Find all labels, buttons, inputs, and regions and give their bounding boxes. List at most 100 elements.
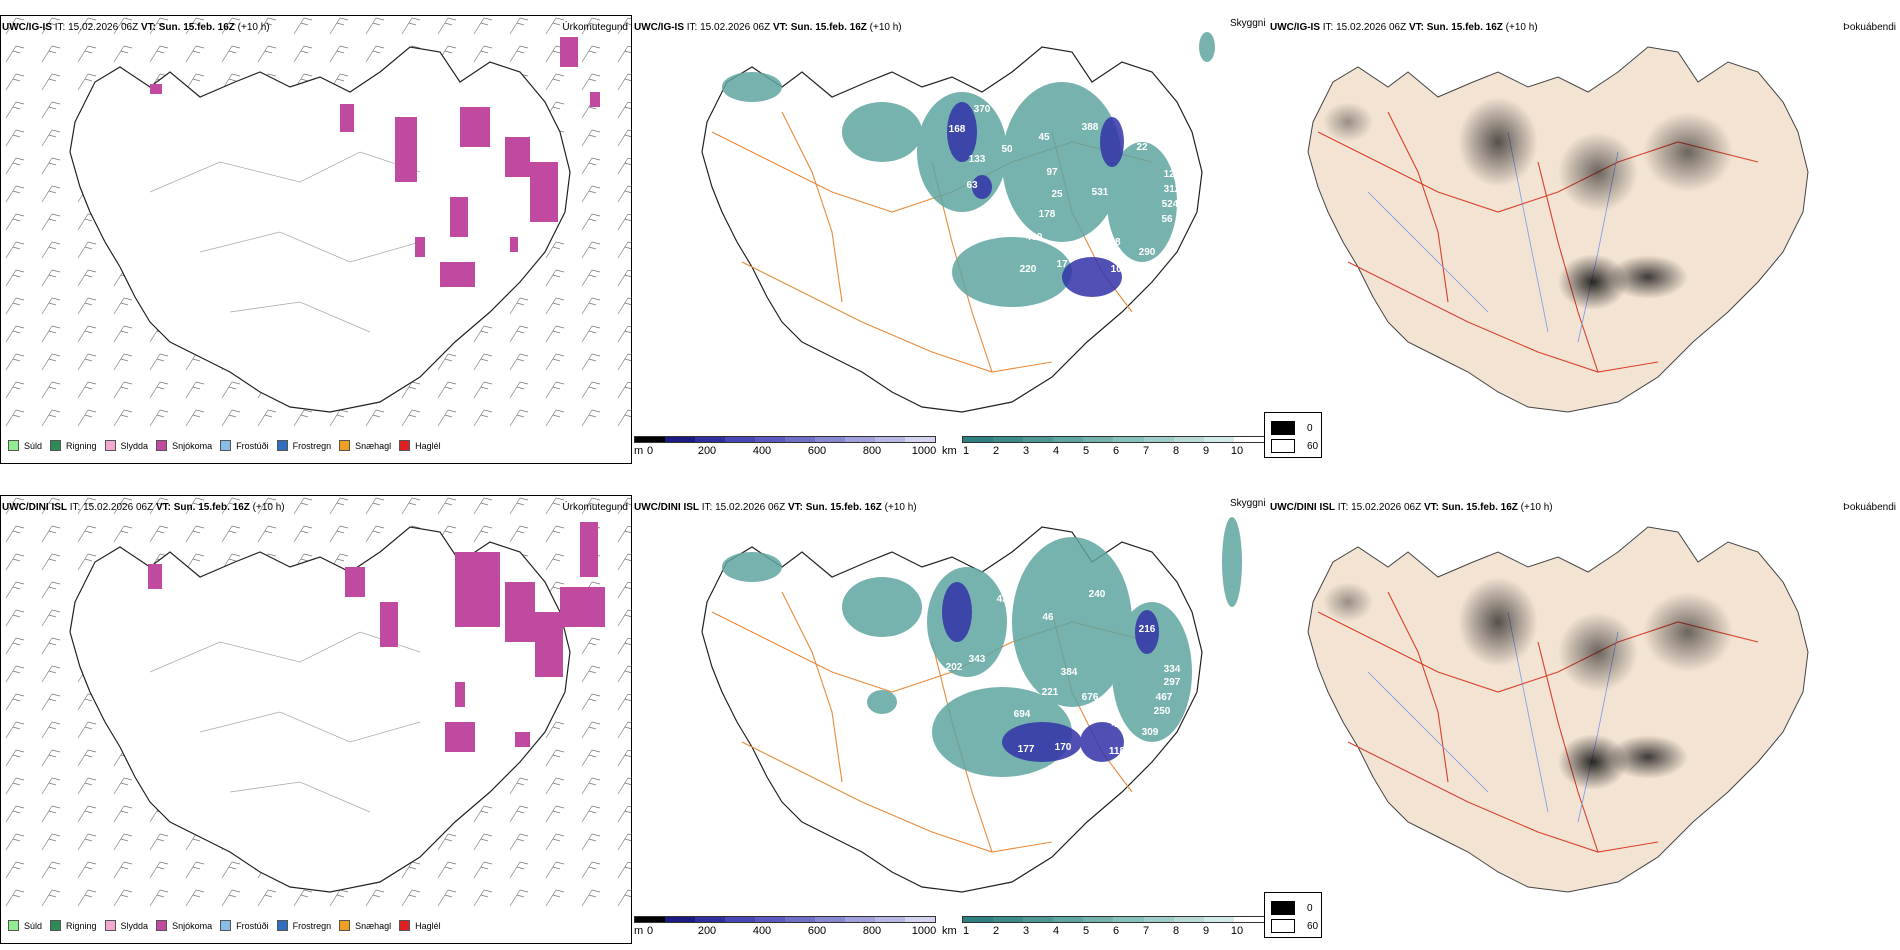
panel-header: UWC/DINI ISL IT: 15.02.2026 06Z VT: Sun.… xyxy=(1270,502,1553,513)
fog-legend-row1: 0 60 xyxy=(1264,412,1322,458)
iceland-coastline xyxy=(69,526,571,893)
it-label: IT: xyxy=(701,502,713,513)
height-tick: 1000 xyxy=(911,925,937,937)
it-value: 15.02.2026 06Z xyxy=(700,22,771,33)
visibility-panel-row2: 433 46 216 343 202 240 384 221 676 334 2… xyxy=(632,492,1268,944)
panel-header: UWC/IG-IS IT: 15.02.2026 06Z VT: Sun. 15… xyxy=(2,22,270,33)
vis-label: 221 xyxy=(1042,687,1059,698)
it-label: IT: xyxy=(1322,22,1334,33)
precip-panel-frame xyxy=(0,495,632,944)
panel-header: UWC/IG-IS IT: 15.02.2026 06Z VT: Sun. 15… xyxy=(634,22,902,33)
vis-label: 370 xyxy=(974,104,991,115)
model-name: UWC/IG-IS xyxy=(1270,22,1320,33)
it-label: IT: xyxy=(69,502,81,513)
height-tick: 600 xyxy=(807,445,827,457)
vis-label: 46 xyxy=(1042,612,1054,623)
km-unit: km xyxy=(942,445,957,457)
fog-legend-swatch xyxy=(1271,421,1295,435)
vt-value: Sun. 15.feb. 16Z xyxy=(173,502,250,513)
km-colorbar: km 1 2 3 4 5 6 7 8 9 10 xyxy=(940,436,1268,464)
panel-header: UWC/IG-IS IT: 15.02.2026 06Z VT: Sun. 15… xyxy=(1270,22,1538,33)
panel-title-fog: Þokuábendi xyxy=(1843,502,1896,513)
lead-time: (+10 h) xyxy=(869,22,902,33)
km-tick: 9 xyxy=(1202,925,1210,937)
height-tick: 800 xyxy=(862,925,882,937)
height-tick: 800 xyxy=(862,445,882,457)
it-label: IT: xyxy=(54,22,66,33)
km-tick: 2 xyxy=(992,445,1000,457)
vis-label: 531 xyxy=(1092,187,1109,198)
panel-title-visibility: Skyggni xyxy=(1230,18,1266,29)
legend-label: Snjókoma xyxy=(172,440,213,451)
vis-label: 388 xyxy=(1082,122,1099,133)
height-tick: 400 xyxy=(752,445,772,457)
vis-label: 467 xyxy=(1156,692,1173,703)
height-tick: 1000 xyxy=(911,445,937,457)
vis-label: 202 xyxy=(946,662,963,673)
legend-swatch xyxy=(50,440,62,451)
fog-legend-row2: 0 60 xyxy=(1264,892,1322,938)
legend-swatch xyxy=(104,920,116,931)
height-tick: 400 xyxy=(752,925,772,937)
vis-label: 433 xyxy=(997,594,1014,605)
height-colorbar-strip xyxy=(634,916,936,923)
km-colorbar: km 1 2 3 4 5 6 7 8 9 10 xyxy=(940,916,1268,944)
vis-label: 343 xyxy=(969,654,986,665)
fog-legend-swatch xyxy=(1271,439,1295,453)
iceland-coastline xyxy=(69,46,571,413)
lead-time: (+10 h) xyxy=(1505,22,1538,33)
legend-label: Frostúði xyxy=(236,920,269,931)
fog-legend-swatch xyxy=(1271,901,1295,915)
vis-label: 170 xyxy=(1055,742,1072,753)
legend-label: Snjókoma xyxy=(172,920,213,931)
fog-areas xyxy=(1323,97,1733,310)
km-tick: 9 xyxy=(1202,445,1210,457)
legend-label: Snæhagl xyxy=(355,920,392,931)
model-name: UWC/DINI ISL xyxy=(1270,502,1335,513)
vis-label: 45 xyxy=(1038,132,1050,143)
it-value: 15.02.2026 06Z xyxy=(83,502,154,513)
panel-header: UWC/DINI ISL IT: 15.02.2026 06Z VT: Sun.… xyxy=(634,502,917,513)
km-tick: 1 xyxy=(962,445,970,457)
snow-areas xyxy=(148,522,605,752)
fog-areas xyxy=(1323,577,1733,790)
vis-label: 483 xyxy=(1062,776,1079,787)
legend-label: Rigning xyxy=(66,440,97,451)
it-value: 15.02.2026 06Z xyxy=(68,22,139,33)
vt-label: VT: xyxy=(772,22,788,33)
vis-label: 694 xyxy=(1014,709,1031,720)
legend-label: Slydda xyxy=(120,440,149,451)
fog-map-row1 xyxy=(1307,46,1809,413)
height-colorbar-strip xyxy=(634,436,936,443)
legend-label: Slydda xyxy=(120,920,149,931)
panel-title-fog: Þokuábendi xyxy=(1843,22,1896,33)
km-tick: 5 xyxy=(1082,925,1090,937)
model-name: UWC/IG-IS xyxy=(2,22,52,33)
visibility-map-row2: 433 46 216 343 202 240 384 221 676 334 2… xyxy=(701,517,1242,893)
height-unit: m xyxy=(634,925,644,937)
km-tick: 10 xyxy=(1230,445,1244,457)
vt-label: VT: xyxy=(1408,22,1424,33)
precip-panel-frame xyxy=(0,15,632,464)
legend-swatch xyxy=(8,440,19,451)
vis-label: 45 xyxy=(1111,719,1123,730)
vis-label: 524 xyxy=(1162,199,1179,210)
fog-legend-label: 60 xyxy=(1307,920,1319,932)
visibility-map-row1: 370 168 133 50 45 388 22 97 121 312 524 … xyxy=(701,32,1215,413)
legend-label: Súld xyxy=(24,920,43,931)
vis-label: 384 xyxy=(1061,667,1078,678)
km-tick: 7 xyxy=(1142,925,1150,937)
legend-swatch xyxy=(220,920,232,931)
vis-label: 168 xyxy=(949,124,966,135)
vis-label: 133 xyxy=(969,154,986,165)
it-value: 15.02.2026 06Z xyxy=(1351,502,1422,513)
vis-label: 109 xyxy=(1111,264,1128,275)
vis-label: 643 xyxy=(1064,294,1081,305)
visibility-blue-areas xyxy=(947,102,1124,297)
panel-header: UWC/DINI ISL IT: 15.02.2026 06Z VT: Sun.… xyxy=(2,502,285,513)
vis-label: 334 xyxy=(1164,664,1181,675)
height-colorbar: m 0 200 400 600 800 1000 xyxy=(632,436,942,464)
km-tick: 1 xyxy=(962,925,970,937)
vis-label: 22 xyxy=(1136,142,1148,153)
legend-label: Haglél xyxy=(415,920,441,931)
